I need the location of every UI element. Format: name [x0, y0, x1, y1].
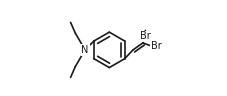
Text: Br: Br: [140, 31, 150, 41]
Text: Br: Br: [151, 41, 162, 51]
Text: N: N: [81, 45, 89, 55]
